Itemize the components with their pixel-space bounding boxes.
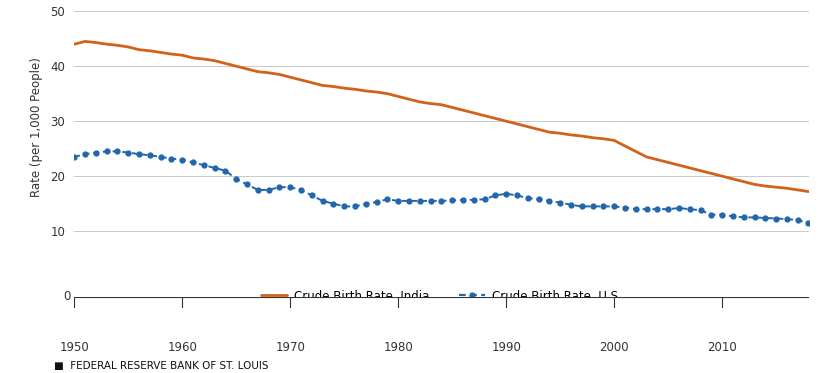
Crude Birth Rate, U.S. bbox=[220, 169, 230, 173]
Crude Birth Rate, U.S. bbox=[134, 152, 144, 156]
Text: 0: 0 bbox=[64, 290, 71, 303]
Crude Birth Rate, U.S. bbox=[793, 218, 803, 222]
Line: Crude Birth Rate, India: Crude Birth Rate, India bbox=[74, 41, 808, 192]
Crude Birth Rate, India bbox=[804, 189, 813, 194]
Text: ■  FEDERAL RESERVE BANK OF ST. LOUIS: ■ FEDERAL RESERVE BANK OF ST. LOUIS bbox=[54, 361, 268, 371]
Crude Birth Rate, U.S. bbox=[318, 199, 328, 203]
Legend: Crude Birth Rate, India, Crude Birth Rate, U.S.: Crude Birth Rate, India, Crude Birth Rat… bbox=[261, 289, 622, 303]
Crude Birth Rate, U.S. bbox=[69, 155, 79, 159]
Crude Birth Rate, U.S. bbox=[804, 221, 813, 225]
Crude Birth Rate, India bbox=[134, 47, 144, 52]
Crude Birth Rate, India bbox=[793, 188, 803, 192]
Crude Birth Rate, U.S. bbox=[328, 201, 338, 206]
Line: Crude Birth Rate, U.S.: Crude Birth Rate, U.S. bbox=[72, 149, 811, 225]
Crude Birth Rate, U.S. bbox=[101, 149, 111, 154]
Crude Birth Rate, India bbox=[328, 84, 338, 89]
Y-axis label: Rate (per 1,000 People): Rate (per 1,000 People) bbox=[31, 57, 44, 197]
Crude Birth Rate, India bbox=[502, 119, 512, 123]
Crude Birth Rate, India bbox=[80, 39, 90, 44]
Crude Birth Rate, India bbox=[69, 42, 79, 46]
Crude Birth Rate, India bbox=[220, 61, 230, 66]
Crude Birth Rate, India bbox=[318, 83, 328, 88]
Crude Birth Rate, U.S. bbox=[502, 191, 512, 196]
